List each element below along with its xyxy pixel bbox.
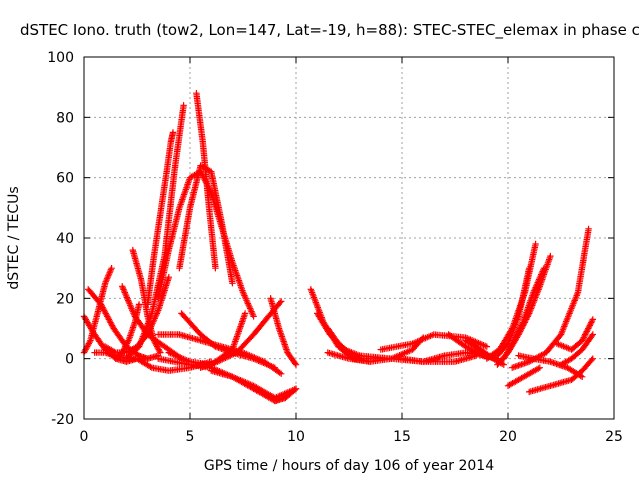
series-arc24: [314, 310, 363, 359]
series-arc40: [553, 316, 596, 353]
y-tick-label: 60: [56, 171, 74, 187]
x-axis-label: GPS time / hours of day 106 of year 2014: [204, 458, 494, 474]
series-arc15: [193, 90, 219, 272]
series-arc41: [557, 331, 596, 368]
y-ticks: -20 0 20 40 60 80 100: [47, 50, 614, 428]
series-arc12: [155, 168, 257, 320]
series-arc35: [500, 265, 548, 362]
y-tick-label: 80: [56, 110, 74, 126]
series-arc37: [509, 225, 592, 371]
chart-title: dSTEC Iono. truth (tow2, Lon=147, Lat=-1…: [20, 21, 640, 40]
series-arc11: [123, 102, 187, 362]
x-tick-label: 20: [499, 429, 517, 445]
series-arc14: [176, 162, 236, 287]
x-tick-label: 25: [605, 429, 623, 445]
series-arc02: [80, 265, 115, 356]
series-arc21: [267, 295, 300, 368]
series-arc22: [271, 385, 300, 405]
y-tick-label: -20: [51, 412, 74, 428]
y-tick-label: 20: [56, 291, 74, 307]
x-tick-label: 5: [186, 429, 195, 445]
x-tick-label: 0: [80, 429, 89, 445]
series-arc10: [144, 129, 177, 308]
plot-frame: [83, 56, 615, 420]
series-arc34: [494, 265, 533, 359]
data-points: [80, 90, 596, 405]
y-tick-label: 100: [47, 50, 74, 66]
series-arc36: [504, 364, 543, 389]
y-axis-label: dSTEC / TECUs: [6, 186, 22, 289]
x-tick-label: 15: [393, 429, 411, 445]
y-tick-label: 40: [56, 231, 74, 247]
series-arc19: [197, 298, 285, 371]
x-ticks: 0 5 10 15 20 25: [80, 57, 623, 445]
x-tick-label: 10: [287, 429, 305, 445]
series-arc39: [526, 355, 596, 396]
series-arc20: [208, 367, 300, 402]
y-tick-label: 0: [65, 352, 74, 368]
